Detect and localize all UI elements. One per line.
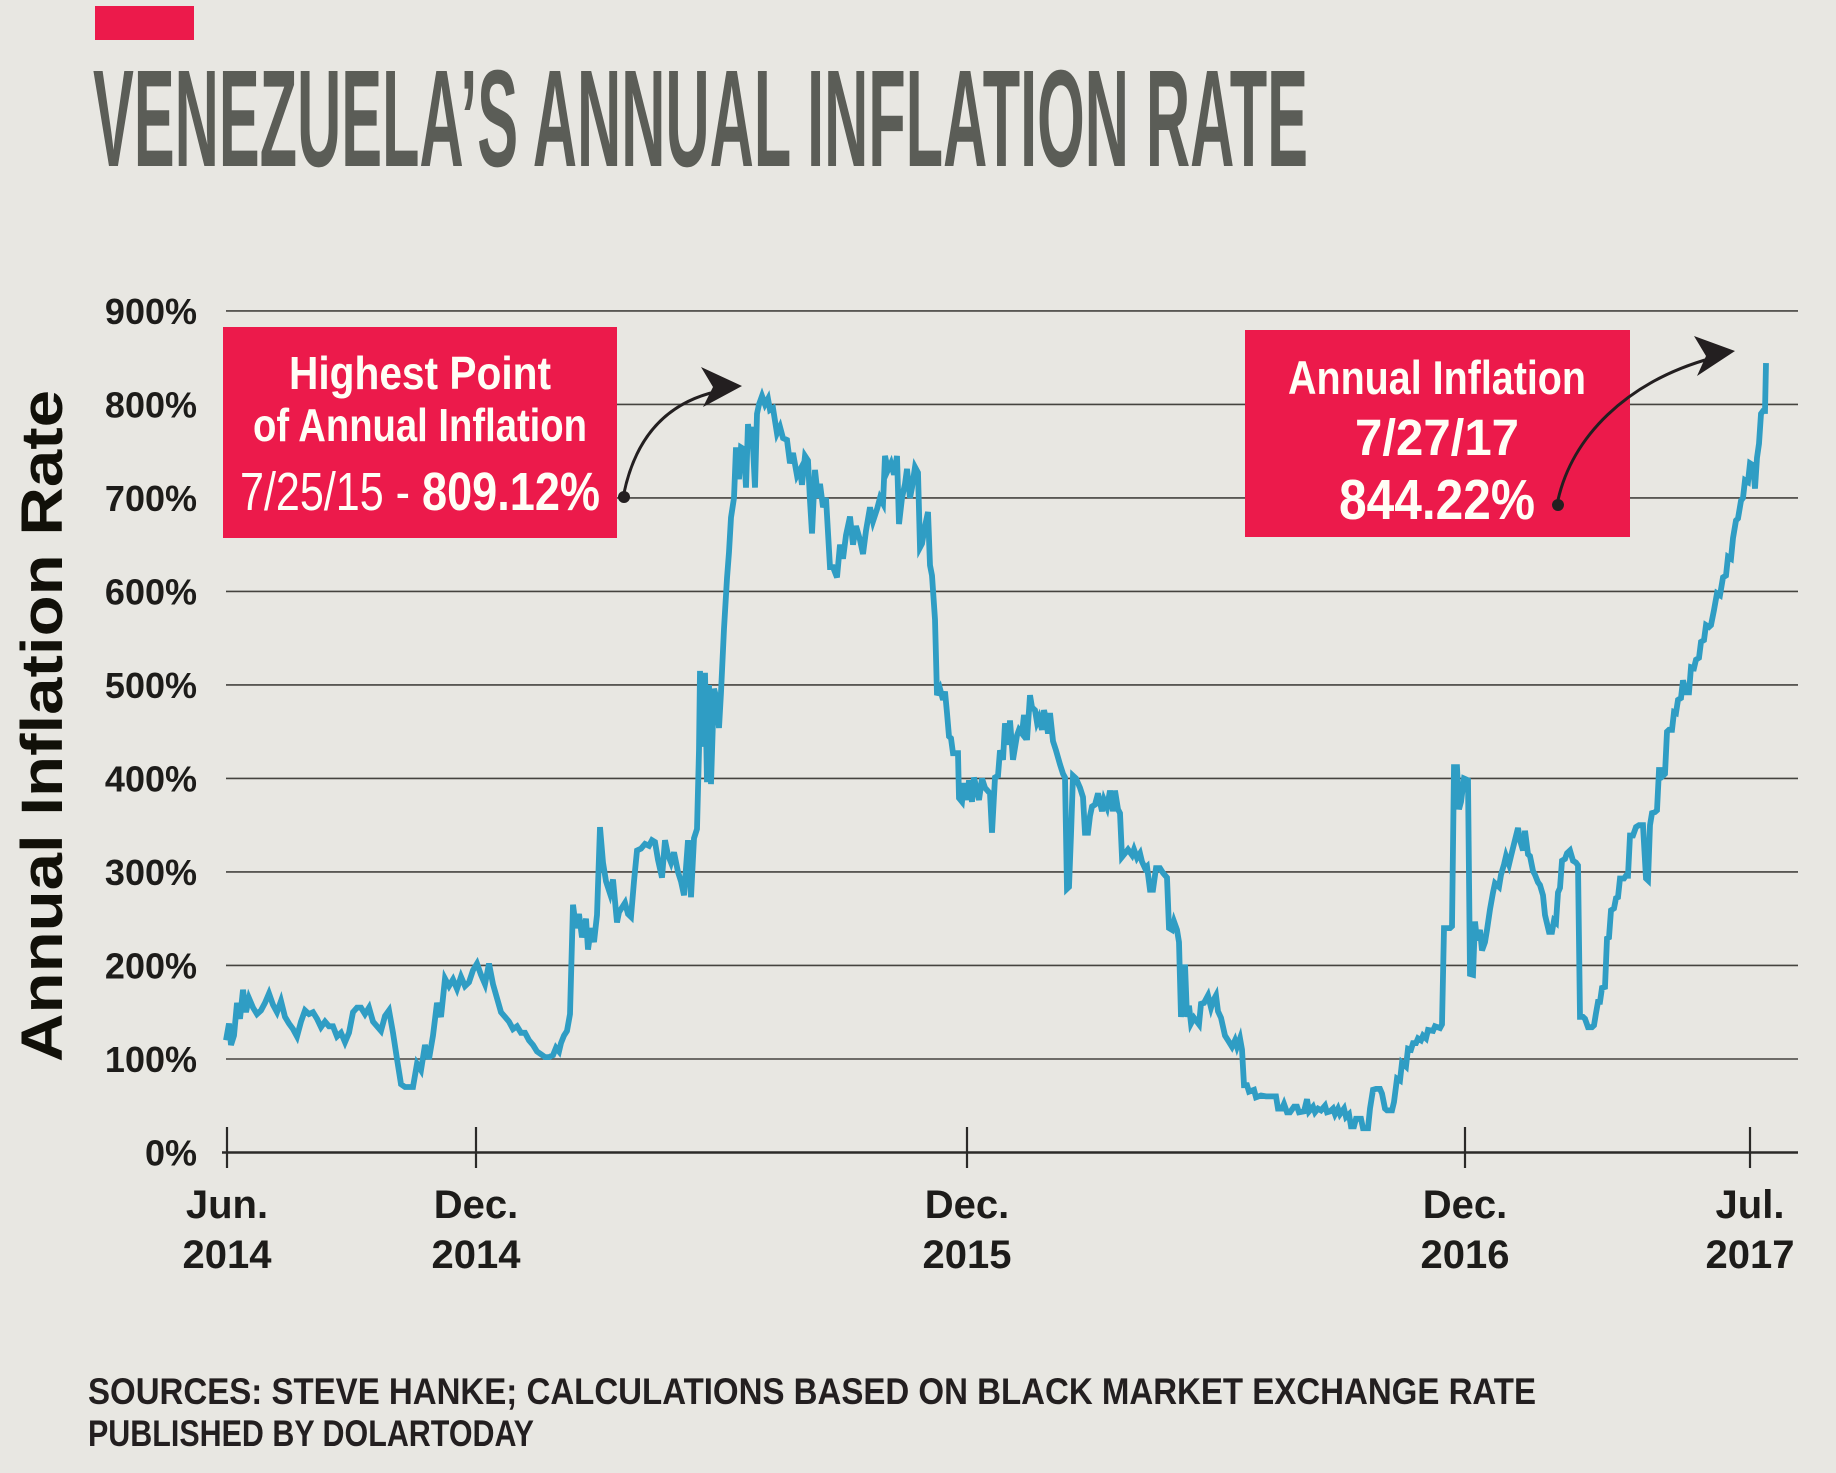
annotation-value-date: 7/25/15 -	[240, 462, 422, 522]
y-tick-label: 300%	[105, 852, 197, 893]
y-tick-label: 600%	[105, 571, 197, 612]
y-tick-label: 200%	[105, 945, 197, 986]
annotation-line1: Annual Inflation	[1288, 351, 1586, 404]
x-tick-month: Jun.	[186, 1183, 268, 1227]
arrow-curve	[1556, 356, 1713, 501]
annotation-line2: of Annual Inflation	[253, 399, 587, 451]
arrow-start-dot	[618, 491, 630, 503]
arrow-curve	[622, 388, 725, 494]
arrow-start-dot	[1552, 499, 1564, 511]
arrow-to-2017-point	[1552, 336, 1735, 511]
annotation-line2: 7/27/17	[1355, 409, 1519, 466]
sources-line-2: PUBLISHED BY DOLARTODAY	[88, 1413, 534, 1454]
arrowhead-icon	[701, 367, 742, 407]
y-axis-title: Annual Inflation Rate	[10, 390, 75, 1062]
annotation-box	[1245, 330, 1630, 537]
y-tick-label: 500%	[105, 665, 197, 706]
x-tick-year: 2014	[432, 1233, 522, 1277]
arrowhead-icon	[1694, 336, 1735, 376]
annotation-line1: Highest Point	[289, 347, 551, 399]
x-tick-year: 2014	[183, 1233, 273, 1277]
y-tick-label: 0%	[145, 1133, 197, 1174]
x-tick-year: 2015	[923, 1233, 1012, 1277]
annotation-box	[223, 327, 617, 538]
x-axis-ticks	[225, 1127, 1752, 1168]
inflation-line-series	[223, 363, 1769, 1132]
y-tick-label: 100%	[105, 1039, 197, 1080]
y-tick-label: 400%	[105, 758, 197, 799]
x-tick-month: Dec.	[1423, 1183, 1508, 1227]
x-tick-month: Dec.	[925, 1183, 1010, 1227]
annotation-latest-inflation: Annual Inflation 7/27/17 844.22%	[1245, 330, 1630, 537]
x-tick-year: 2017	[1706, 1233, 1795, 1277]
x-tick-month: Dec.	[434, 1183, 519, 1227]
x-axis-labels: Jun. 2014 Dec. 2014 Dec. 2015 Dec. 2016 Jul. 2017	[183, 1183, 1795, 1277]
x-tick-month: Jul.	[1716, 1183, 1785, 1227]
y-tick-label: 800%	[105, 384, 197, 425]
arrow-to-2015-peak	[618, 367, 742, 503]
brand-swatch	[95, 6, 194, 40]
annotation-value: 7/25/15 - 809.12%	[240, 462, 600, 522]
y-axis-tick-labels: 900% 800% 700% 600% 500% 400% 300% 200% 100% 0%	[105, 291, 197, 1174]
y-tick-label: 700%	[105, 478, 197, 519]
annotation-value-number: 809.12%	[422, 462, 600, 522]
x-tick-year: 2016	[1421, 1233, 1510, 1277]
sources-line-1: SOURCES: STEVE HANKE; CALCULATIONS BASED…	[88, 1371, 1536, 1412]
annotation-value: 844.22%	[1339, 468, 1535, 532]
page-title: VENEZUELA’S ANNUAL INFLATION RATE	[93, 42, 1308, 196]
y-tick-label: 900%	[105, 291, 197, 332]
annotation-highest-point: Highest Point of Annual Inflation 7/25/1…	[223, 327, 617, 538]
